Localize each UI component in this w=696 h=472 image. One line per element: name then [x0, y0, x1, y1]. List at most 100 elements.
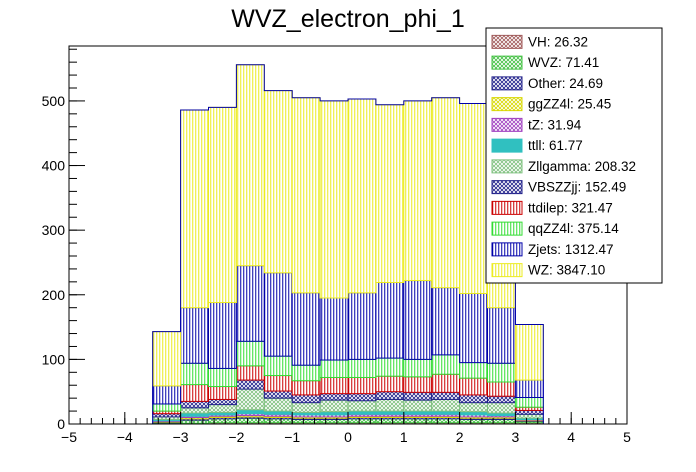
x-tick-label: 2 — [456, 429, 464, 445]
bar-ttll-bin-3 — [235, 409, 265, 415]
bar-vbszzjj-bin-10 — [431, 391, 461, 400]
legend-label-vbszzjj: VBSZZjj: 152.49 — [528, 180, 626, 195]
bar-vbszzjj-bin-3 — [235, 379, 265, 390]
legend-label-ttdilep: ttdilep: 321.47 — [528, 200, 613, 215]
chart-title: WVZ_electron_phi_1 — [231, 5, 464, 33]
bar-wz-bin-4 — [263, 90, 293, 274]
bar-wz-bin-0 — [152, 331, 182, 387]
bar-zjets-bin-8 — [375, 281, 405, 359]
y-tick-label: 100 — [42, 351, 66, 367]
bar-zjets-bin-2 — [208, 302, 237, 369]
legend-swatch-vbszzjj — [491, 180, 523, 195]
bar-qqzz4l-bin-1 — [180, 362, 210, 386]
bar-wz-bin-7 — [347, 98, 377, 294]
bar-zllgamma-bin-11 — [459, 402, 489, 413]
bar-qqzz4l-bin-11 — [459, 362, 489, 379]
bar-qqzz4l-bin-0 — [152, 403, 182, 412]
x-tick-label: 3 — [512, 429, 520, 445]
bar-qqzz4l-bin-13 — [514, 397, 544, 408]
bar-zjets-bin-6 — [319, 297, 349, 361]
bar-qqzz4l-bin-12 — [487, 362, 516, 383]
bar-wz-bin-9 — [403, 100, 433, 282]
bar-vbszzjj-bin-8 — [375, 391, 405, 400]
bar-zjets-bin-5 — [291, 292, 321, 366]
bar-qqzz4l-bin-8 — [375, 357, 405, 377]
bar-zjets-bin-9 — [403, 280, 433, 360]
x-tick-label: 1 — [400, 429, 408, 445]
bar-wz-bin-2 — [208, 106, 237, 304]
x-tick-label: −3 — [173, 429, 189, 445]
bar-vbszzjj-bin-4 — [263, 390, 293, 399]
bar-wvz-bin-4 — [263, 418, 293, 424]
bar-zjets-bin-10 — [431, 287, 461, 356]
bar-zjets-bin-4 — [263, 272, 293, 357]
bar-zjets-bin-7 — [347, 292, 377, 360]
legend-swatch-vh — [491, 34, 523, 49]
bar-zllgamma-bin-3 — [235, 388, 265, 411]
bar-ttdilep-bin-6 — [319, 376, 349, 395]
bar-zllgamma-bin-6 — [319, 399, 349, 413]
bar-vbszzjj-bin-9 — [403, 391, 433, 401]
x-tick-label: −5 — [61, 429, 77, 445]
legend-swatch-zjets — [491, 242, 523, 257]
legend-swatch-wvz — [491, 55, 523, 70]
legend-label-qqzz4l: qqZZ4l: 375.14 — [528, 221, 619, 236]
bar-zllgamma-bin-5 — [291, 402, 321, 413]
bar-ttdilep-bin-10 — [431, 373, 461, 393]
bar-wvz-bin-2 — [208, 418, 237, 424]
bar-vbszzjj-bin-13 — [514, 409, 544, 415]
y-tick-label: 300 — [42, 222, 66, 238]
bar-vbszzjj-bin-7 — [347, 393, 377, 402]
bar-qqzz4l-bin-4 — [263, 355, 293, 377]
legend-label-vh: VH: 26.32 — [528, 34, 588, 49]
legend-swatch-ttll — [491, 138, 523, 153]
bar-qqzz4l-bin-10 — [431, 354, 461, 375]
legend-label-ttll: ttll: 61.77 — [528, 138, 583, 153]
x-tick-label: 0 — [344, 429, 352, 445]
bar-ttdilep-bin-12 — [487, 381, 516, 397]
bar-zllgamma-bin-9 — [403, 399, 433, 412]
bar-wz-bin-6 — [319, 100, 349, 299]
bar-qqzz4l-bin-9 — [403, 358, 433, 378]
bar-zllgamma-bin-10 — [431, 398, 461, 412]
bar-qqzz4l-bin-5 — [291, 364, 321, 382]
bar-ttdilep-bin-7 — [347, 376, 377, 395]
bar-wz-bin-3 — [235, 64, 265, 267]
bar-ttdilep-bin-2 — [208, 386, 237, 400]
bar-wz-bin-5 — [291, 97, 321, 294]
bar-vbszzjj-bin-6 — [319, 393, 349, 401]
bar-zllgamma-bin-7 — [347, 400, 377, 412]
axes-layer: −5 −4 −3 −2 −1 0 1 2 3 4 5 0 100 200 300 400 500 — [42, 48, 631, 445]
x-tick-label: −2 — [228, 429, 244, 445]
bar-wz-bin-1 — [180, 109, 210, 309]
bar-zjets-bin-11 — [459, 292, 489, 364]
x-tick-label: −1 — [284, 429, 300, 445]
bar-ttdilep-bin-3 — [235, 365, 265, 381]
bar-qqzz4l-bin-7 — [347, 358, 377, 378]
legend-swatch-ttdilep — [491, 200, 523, 215]
y-tick-label: 400 — [42, 158, 66, 174]
bar-ttdilep-bin-5 — [291, 380, 321, 396]
bar-vbszzjj-bin-2 — [208, 398, 237, 406]
legend-swatch-tz — [491, 117, 523, 132]
bar-vbszzjj-bin-11 — [459, 394, 489, 404]
y-tick-label: 0 — [57, 416, 65, 432]
legend-swatch-qqzz4l — [491, 221, 523, 236]
bar-wvz-bin-3 — [235, 417, 265, 424]
bar-ttdilep-bin-8 — [375, 375, 405, 393]
bar-vbszzjj-bin-12 — [487, 395, 516, 404]
legend-label-zjets: Zjets: 1312.47 — [528, 242, 614, 257]
bar-zjets-bin-12 — [487, 307, 516, 364]
bar-ttdilep-bin-11 — [459, 377, 489, 396]
x-tick-label: 4 — [567, 429, 575, 445]
bar-wz-bin-8 — [375, 104, 405, 283]
bar-vbszzjj-bin-1 — [180, 400, 210, 409]
bar-zllgamma-bin-2 — [208, 404, 237, 413]
bar-wz-bin-13 — [514, 323, 544, 381]
bar-wvz-bin-7 — [347, 418, 377, 424]
bar-zjets-bin-1 — [180, 307, 210, 364]
y-tick-label: 200 — [42, 287, 66, 303]
x-tick-label: −4 — [117, 429, 133, 445]
bar-ttdilep-bin-1 — [180, 384, 210, 402]
